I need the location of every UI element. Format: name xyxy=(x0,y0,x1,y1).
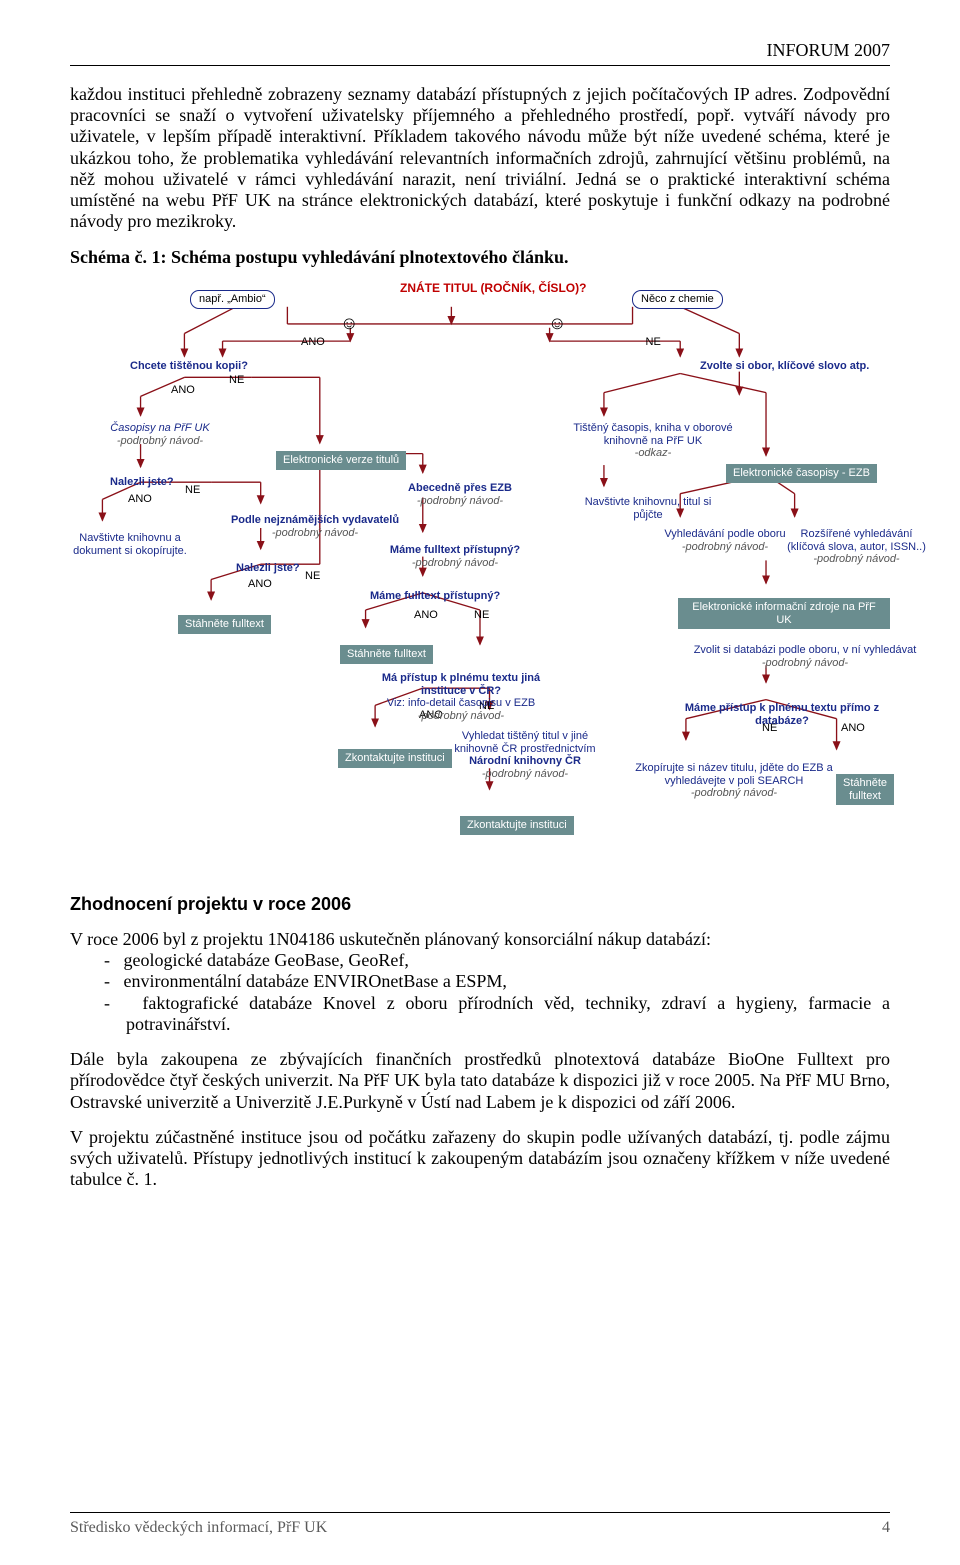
schema-node[interactable]: Stáhněte fulltext xyxy=(178,615,271,634)
footer-right: 4 xyxy=(882,1519,890,1537)
schema-node: Má přístup k plnému textu jiná instituce… xyxy=(366,672,556,723)
schema-node[interactable]: Stáhněte fulltext xyxy=(340,645,433,664)
header-rule xyxy=(70,65,890,66)
smiley-icon: ☺ xyxy=(340,314,358,332)
schema-node: Nalezli jste? xyxy=(110,476,174,489)
schema-node: Zvolit si databázi podle oboru, v ní vyh… xyxy=(690,644,920,669)
schema-node[interactable]: Zkontaktujte instituci xyxy=(338,749,452,768)
schema-diagram: ANONEANONEANONEANONEANONEANONENEANOZNÁTE… xyxy=(70,282,890,872)
schema-node: Tištěný časopis, kniha v oborové knihovn… xyxy=(568,422,738,460)
bullet-3-text: faktografické databáze Knovel z oboru př… xyxy=(126,993,890,1034)
bullet-2: - environmentální databáze ENVIROnetBase… xyxy=(70,971,890,992)
schema-node: Zvolte si obor, klíčové slovo atp. xyxy=(700,360,869,373)
schema-node: Rozšířené vyhledávání(klíčová slova, aut… xyxy=(784,528,929,566)
schema-node: Máme fulltext přístupný? xyxy=(370,590,500,603)
para-1: každou instituci přehledně zobrazeny sez… xyxy=(70,84,890,233)
schema-node[interactable]: Elektronické časopisy - EZB xyxy=(726,464,877,483)
edge-label: NE xyxy=(185,484,200,496)
schema-node: např. „Ambio“ xyxy=(190,290,275,309)
section-title: Zhodnocení projektu v roce 2006 xyxy=(70,894,890,915)
edge-label: ANO xyxy=(301,336,325,348)
schema-node: Máme přístup k plnému textu přímo z data… xyxy=(674,702,890,727)
schema-node: Podle nejznámějších vydavatelů-podrobný … xyxy=(230,514,400,539)
bullet-3: - faktografické databáze Knovel z oboru … xyxy=(70,993,890,1035)
bullet-2-text: environmentální databáze ENVIROnetBase a… xyxy=(124,971,507,991)
schema-node: Máme fulltext přístupný?-podrobný návod- xyxy=(370,544,540,569)
schema-caption: Schéma č. 1: Schéma postupu vyhledávání … xyxy=(70,247,890,268)
edge-label: ANO xyxy=(414,609,438,621)
footer-rule xyxy=(70,1512,890,1513)
edge-label: NE xyxy=(646,336,661,348)
edge-label: ANO xyxy=(128,493,152,505)
edge-label: NE xyxy=(305,570,320,582)
schema-node: ZNÁTE TITUL (ROČNÍK, ČÍSLO)? xyxy=(400,282,586,296)
schema-node: Něco z chemie xyxy=(632,290,723,309)
edge-label: NE xyxy=(229,374,244,386)
bullets-intro: V roce 2006 byl z projektu 1N04186 uskut… xyxy=(70,929,890,950)
schema-node: Chcete tištěnou kopii? xyxy=(130,360,248,373)
bullet-1-text: geologické databáze GeoBase, GeoRef, xyxy=(124,950,409,970)
edge-label: NE xyxy=(474,609,489,621)
schema-node[interactable]: Elektronické verze titulů xyxy=(276,451,406,470)
bullets-tail: Dále byla zakoupena ze zbývajících finan… xyxy=(70,1049,890,1113)
schema-node: Navštivte knihovnu a dokument si okopíru… xyxy=(70,532,190,557)
bullet-1: - geologické databáze GeoBase, GeoRef, xyxy=(70,950,890,971)
schema-node: Vyhledávání podle oboru-podrobný návod- xyxy=(650,528,800,553)
edge-label: ANO xyxy=(248,578,272,590)
schema-node[interactable]: Zkontaktujte instituci xyxy=(460,816,574,835)
schema-node: Vyhledat tištěný titul v jiné knihovně Č… xyxy=(440,730,610,781)
para-3: V projektu zúčastněné instituce jsou od … xyxy=(70,1127,890,1191)
schema-node: Abecedně přes EZB-podrobný návod- xyxy=(390,482,530,507)
schema-node[interactable]: Elektronické informační zdroje na PřF UK xyxy=(678,598,890,629)
schema-node: Časopisy na PřF UK-podrobný návod- xyxy=(100,422,220,447)
schema-node: Navštivte knihovnu, titul si půjčte xyxy=(578,496,718,521)
schema-node: Nalezli jste? xyxy=(236,562,300,575)
footer-left: Středisko vědeckých informací, PřF UK xyxy=(70,1519,327,1537)
schema-node: Zkopírujte si název titulu, jděte do EZB… xyxy=(634,762,834,800)
smiley-icon: ☺ xyxy=(548,314,566,332)
schema-node[interactable]: Stáhněte fulltext xyxy=(836,774,894,805)
edge-label: ANO xyxy=(171,384,195,396)
conf-header: INFORUM 2007 xyxy=(70,40,890,61)
bullets: V roce 2006 byl z projektu 1N04186 uskut… xyxy=(70,929,890,1035)
